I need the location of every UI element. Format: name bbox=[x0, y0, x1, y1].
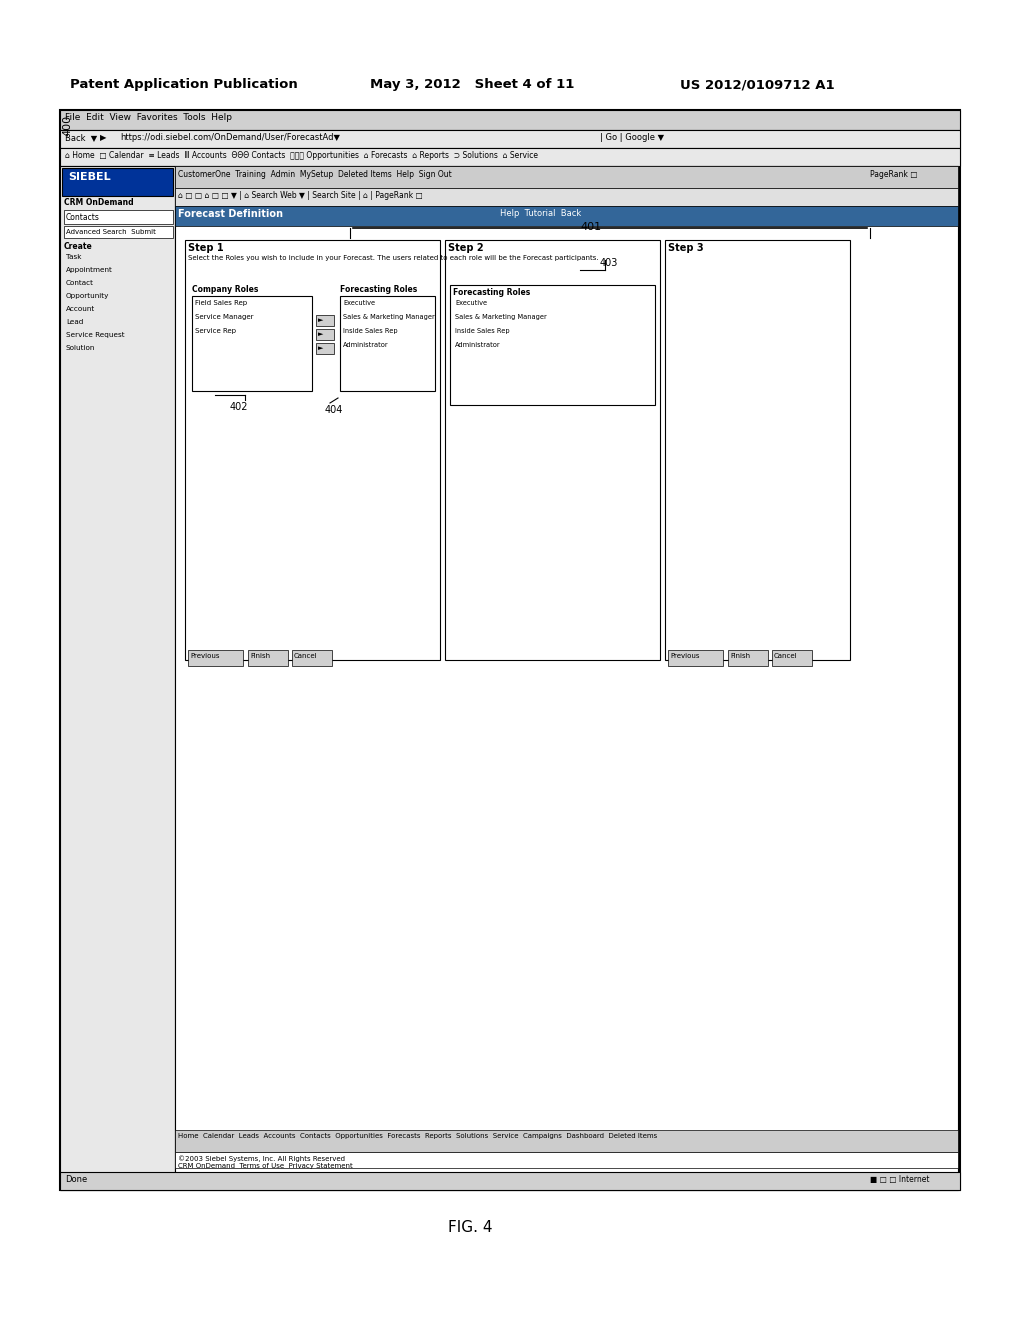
Text: ⌂ Home  □ Calendar  ≡ Leads  Ⅲ Accounts  ΘΘΘ Contacts  ⓇⓇⓇ Opportunities  ⌂ Fore: ⌂ Home □ Calendar ≡ Leads Ⅲ Accounts ΘΘΘ… bbox=[65, 150, 538, 160]
Text: SIEBEL: SIEBEL bbox=[68, 172, 111, 182]
Text: Contacts: Contacts bbox=[66, 213, 100, 222]
Text: Executive: Executive bbox=[455, 300, 487, 306]
Text: ⌂ □ □ ⌂ □ □ ▼ | ⌂ Search Web ▼ | Search Site | ⌂ | PageRank □: ⌂ □ □ ⌂ □ □ ▼ | ⌂ Search Web ▼ | Search … bbox=[178, 191, 423, 201]
Text: Inside Sales Rep: Inside Sales Rep bbox=[343, 327, 397, 334]
Bar bbox=[60, 110, 961, 1191]
Text: Previous: Previous bbox=[190, 653, 219, 659]
Bar bbox=[728, 649, 768, 667]
Bar bbox=[60, 110, 961, 129]
Bar bbox=[316, 329, 334, 341]
Bar bbox=[175, 166, 958, 1191]
Bar bbox=[665, 240, 850, 660]
Text: Inside Sales Rep: Inside Sales Rep bbox=[455, 327, 510, 334]
Text: Executive: Executive bbox=[343, 300, 375, 306]
Text: Sales & Marketing Manager: Sales & Marketing Manager bbox=[343, 314, 435, 319]
Bar bbox=[316, 343, 334, 354]
Text: ©2003 Siebel Systems, Inc. All Rights Reserved: ©2003 Siebel Systems, Inc. All Rights Re… bbox=[178, 1155, 345, 1162]
Bar bbox=[340, 296, 435, 391]
Text: Sales & Marketing Manager: Sales & Marketing Manager bbox=[455, 314, 547, 319]
Text: ►: ► bbox=[318, 345, 324, 351]
Bar bbox=[60, 1172, 961, 1191]
Text: CustomerOne  Training  Admin  MySetup  Deleted Items  Help  Sign Out: CustomerOne Training Admin MySetup Delet… bbox=[178, 170, 452, 180]
Bar bbox=[445, 240, 660, 660]
Bar bbox=[175, 187, 958, 206]
Bar bbox=[175, 1152, 958, 1168]
Bar bbox=[175, 1130, 958, 1152]
Text: Help  Tutorial  Back: Help Tutorial Back bbox=[500, 209, 582, 218]
Text: 400: 400 bbox=[62, 115, 72, 136]
Text: Forecast Definition: Forecast Definition bbox=[178, 209, 283, 219]
Bar bbox=[316, 315, 334, 326]
Bar bbox=[63, 226, 173, 238]
Text: Cancel: Cancel bbox=[294, 653, 317, 659]
Text: 401: 401 bbox=[580, 222, 601, 232]
Text: | Go | Google ▼: | Go | Google ▼ bbox=[600, 133, 665, 143]
Text: ►: ► bbox=[318, 317, 324, 323]
Text: Opportunity: Opportunity bbox=[66, 293, 110, 300]
Bar bbox=[175, 166, 958, 187]
Text: Home  Calendar  Leads  Accounts  Contacts  Opportunities  Forecasts  Reports  So: Home Calendar Leads Accounts Contacts Op… bbox=[178, 1133, 657, 1139]
Bar bbox=[188, 649, 243, 667]
Text: File  Edit  View  Favorites  Tools  Help: File Edit View Favorites Tools Help bbox=[65, 114, 232, 121]
Text: Cancel: Cancel bbox=[774, 653, 798, 659]
Text: Step 1: Step 1 bbox=[188, 243, 223, 253]
Bar bbox=[450, 285, 655, 405]
Text: Done: Done bbox=[65, 1175, 87, 1184]
Text: Contact: Contact bbox=[66, 280, 94, 286]
Text: Finish: Finish bbox=[250, 653, 270, 659]
Text: Previous: Previous bbox=[670, 653, 699, 659]
Text: FIG. 4: FIG. 4 bbox=[447, 1220, 493, 1236]
Bar bbox=[185, 240, 440, 660]
Text: CRM OnDemand  Terms of Use  Privacy Statement: CRM OnDemand Terms of Use Privacy Statem… bbox=[178, 1163, 352, 1170]
Text: CRM OnDemand: CRM OnDemand bbox=[63, 198, 133, 207]
Text: ►: ► bbox=[318, 331, 324, 337]
Text: Field Sales Rep: Field Sales Rep bbox=[195, 300, 247, 306]
Text: Advanced Search  Submit: Advanced Search Submit bbox=[66, 228, 156, 235]
Text: Patent Application Publication: Patent Application Publication bbox=[70, 78, 298, 91]
Text: Service Request: Service Request bbox=[66, 333, 125, 338]
Text: 402: 402 bbox=[230, 403, 249, 412]
Text: Create: Create bbox=[63, 242, 93, 251]
Text: Lead: Lead bbox=[66, 319, 83, 325]
Text: Solution: Solution bbox=[66, 345, 95, 351]
Bar bbox=[248, 649, 288, 667]
Bar bbox=[175, 206, 958, 226]
Bar bbox=[292, 649, 332, 667]
Text: Service Rep: Service Rep bbox=[195, 327, 236, 334]
Text: ■ □ □ Internet: ■ □ □ Internet bbox=[870, 1175, 930, 1184]
Text: Back  ▼: Back ▼ bbox=[65, 133, 97, 143]
Bar bbox=[60, 129, 961, 148]
Bar bbox=[772, 649, 812, 667]
Text: Forecasting Roles: Forecasting Roles bbox=[340, 285, 417, 294]
Text: Administrator: Administrator bbox=[343, 342, 389, 348]
Text: PageRank □: PageRank □ bbox=[870, 170, 918, 180]
Text: Step 2: Step 2 bbox=[449, 243, 483, 253]
Text: Step 3: Step 3 bbox=[668, 243, 703, 253]
Bar bbox=[193, 296, 312, 391]
Text: Service Manager: Service Manager bbox=[195, 314, 254, 319]
Text: Company Roles: Company Roles bbox=[193, 285, 258, 294]
Text: Forecasting Roles: Forecasting Roles bbox=[453, 288, 530, 297]
Text: ▶: ▶ bbox=[100, 133, 106, 143]
Bar bbox=[62, 168, 173, 195]
Text: US 2012/0109712 A1: US 2012/0109712 A1 bbox=[680, 78, 835, 91]
Text: Appointment: Appointment bbox=[66, 267, 113, 273]
Text: Task: Task bbox=[66, 253, 82, 260]
Text: Administrator: Administrator bbox=[455, 342, 501, 348]
Bar bbox=[668, 649, 723, 667]
Text: Select the Roles you wish to include in your Forecast. The users related to each: Select the Roles you wish to include in … bbox=[188, 255, 599, 261]
Text: May 3, 2012   Sheet 4 of 11: May 3, 2012 Sheet 4 of 11 bbox=[370, 78, 574, 91]
Text: 404: 404 bbox=[325, 405, 343, 414]
Text: Finish: Finish bbox=[730, 653, 751, 659]
Bar bbox=[60, 148, 961, 166]
Bar bbox=[63, 210, 173, 224]
Text: 403: 403 bbox=[600, 257, 618, 268]
Bar bbox=[60, 166, 175, 1191]
Text: Account: Account bbox=[66, 306, 95, 312]
Text: https://odi.siebel.com/OnDemand/User/ForecastAd▼: https://odi.siebel.com/OnDemand/User/For… bbox=[120, 133, 340, 143]
